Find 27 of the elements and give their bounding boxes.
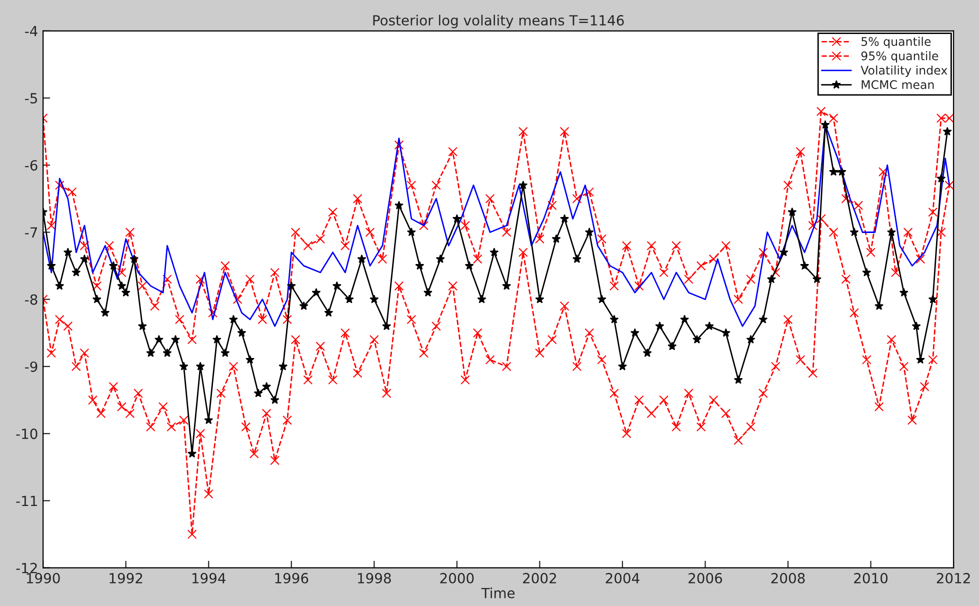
x-tick-label: 2002 (523, 572, 556, 584)
x-tick-label: 1996 (275, 572, 308, 584)
x-tick-label: 2010 (854, 572, 888, 584)
x-tick-label: 1994 (192, 572, 226, 584)
chart-title: Posterior log volality means T=1146 (373, 14, 624, 28)
x-tick-label: 1990 (26, 572, 60, 584)
x-axis-title: Time (481, 588, 515, 598)
x-tick-label: 1998 (358, 572, 391, 584)
y-tick-label: -8 (25, 294, 38, 305)
x-tick-label: 1992 (110, 572, 142, 584)
x-tick-label: 2008 (771, 572, 805, 584)
x-tick-label: 2000 (440, 572, 474, 584)
legend-label: Volatility index (860, 66, 948, 77)
x-tick-label: 2006 (688, 572, 722, 584)
y-tick-label: -11 (16, 496, 37, 506)
legend-label: 95% quantile (861, 51, 938, 63)
y-tick-label: -6 (25, 160, 38, 171)
y-tick-label: -9 (25, 361, 38, 372)
y-tick-label: -10 (16, 428, 38, 440)
y-tick-label: -12 (16, 562, 37, 574)
y-tick-label: -4 (25, 26, 38, 36)
x-tick-label: 2004 (606, 572, 640, 584)
legend-label: MCMC mean (862, 80, 934, 90)
legend-label: 5% quantile (862, 36, 931, 48)
y-tick-label: -7 (25, 227, 38, 238)
y-tick-label: -5 (25, 93, 38, 104)
x-tick-label: 2012 (936, 572, 970, 584)
